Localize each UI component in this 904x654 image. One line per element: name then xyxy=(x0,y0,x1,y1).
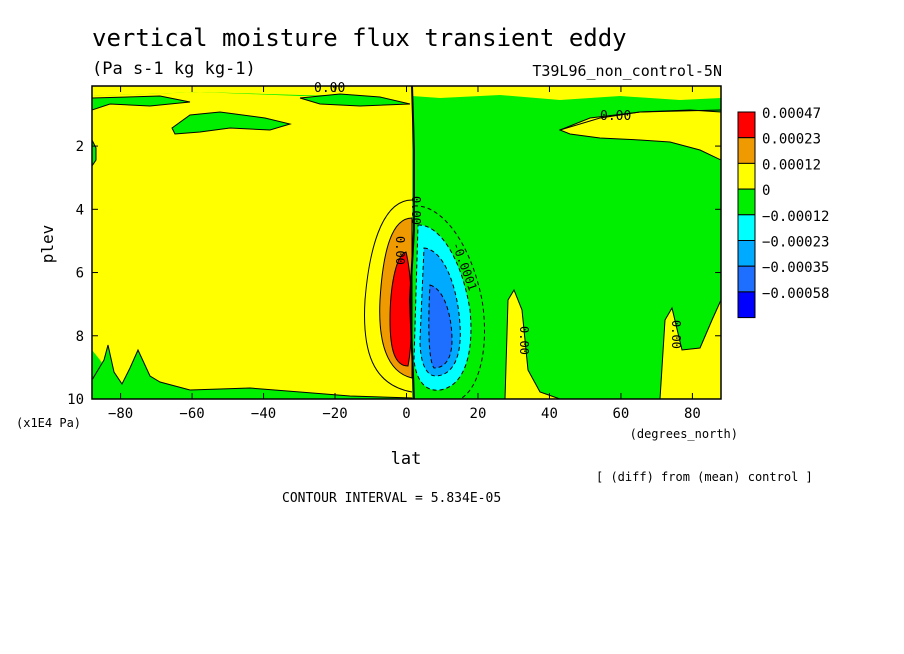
x-tick-label: 20 xyxy=(470,406,487,422)
legend-label: 0.00023 xyxy=(762,132,821,148)
x-tick-label: 80 xyxy=(684,406,701,422)
color-legend: 0.00047 0.00023 0.00012 0 −0.00012 −0.00023 −0… xyxy=(737,106,829,319)
legend-label: −0.00012 xyxy=(762,209,829,225)
legend-swatch xyxy=(737,188,756,216)
legend-swatch xyxy=(737,162,756,190)
legend-label: −0.00035 xyxy=(762,260,829,276)
x-tick-label: −80 xyxy=(108,406,133,422)
region-pos-small-se xyxy=(659,299,721,399)
region-pos-small-west xyxy=(92,92,412,399)
x-tick-label: 0 xyxy=(402,406,410,422)
contour-label: 0.00 xyxy=(409,196,423,225)
legend-label: 0 xyxy=(762,183,770,199)
legend-swatch xyxy=(737,137,756,164)
plot-area: 0.00 0.00 0.00 0.00 0.00 0.00 -0.0001 xyxy=(91,81,722,400)
y-axis-label: plev xyxy=(38,225,57,264)
contour-interval: CONTOUR INTERVAL = 5.834E-05 xyxy=(282,491,501,506)
y-axis-ticks: 2 4 6 8 10 xyxy=(67,139,721,408)
region-top-band xyxy=(92,86,721,100)
y-axis-units: (x1E4 Pa) xyxy=(16,416,81,430)
contour-label: 0.00 xyxy=(517,326,531,355)
contour-neg-outer xyxy=(413,205,485,399)
contour-zero-ne xyxy=(559,109,721,131)
x-tick-label: −20 xyxy=(322,406,347,422)
contour-label: 0.00 xyxy=(600,109,631,124)
region-neg-core xyxy=(428,284,453,369)
y-tick-label: 2 xyxy=(76,139,84,155)
contour-zero-equator xyxy=(408,86,415,399)
region-pos-small-30n xyxy=(504,288,561,399)
legend-label: 0.00012 xyxy=(762,157,821,173)
contour-pos-outer xyxy=(364,199,413,393)
legend-swatch xyxy=(737,111,756,139)
region-pos-high xyxy=(389,251,413,367)
contour-label: 0.00 xyxy=(393,236,407,265)
run-label: T39L96_non_control-5N xyxy=(532,62,722,80)
region-green-patch-mid xyxy=(171,111,292,135)
legend-label: 0.00047 xyxy=(762,106,821,122)
region-green-patch-top xyxy=(299,93,411,107)
legend-swatch xyxy=(737,240,756,267)
legend-swatch xyxy=(737,291,756,319)
legend-label: −0.00023 xyxy=(762,235,829,251)
chart-title: vertical moisture flux transient eddy xyxy=(92,24,627,52)
legend-label: −0.00058 xyxy=(762,286,829,302)
y-tick-label: 8 xyxy=(76,329,84,345)
contour-label: 0.00 xyxy=(314,81,345,96)
region-green-bottom-west xyxy=(92,344,413,399)
contour-label: 0.00 xyxy=(669,320,683,349)
chart-subtitle: (Pa s-1 kg kg-1) xyxy=(92,59,256,79)
x-tick-label: −40 xyxy=(251,406,276,422)
region-green-patch-nw xyxy=(92,95,191,111)
x-tick-label: 60 xyxy=(613,406,630,422)
y-tick-label: 4 xyxy=(76,202,84,218)
diff-note: [ (diff) from (mean) control ] xyxy=(596,470,813,484)
legend-swatch xyxy=(737,214,756,242)
x-axis-units: (degrees_north) xyxy=(630,427,738,441)
x-tick-label: 40 xyxy=(541,406,558,422)
y-tick-label: 10 xyxy=(67,392,84,408)
x-axis-label: lat xyxy=(391,449,422,469)
x-axis-ticks: −80 −60 −40 −20 0 20 40 60 80 xyxy=(108,86,701,422)
legend-swatch xyxy=(737,265,756,293)
x-tick-label: −60 xyxy=(179,406,204,422)
y-tick-label: 6 xyxy=(76,266,84,282)
